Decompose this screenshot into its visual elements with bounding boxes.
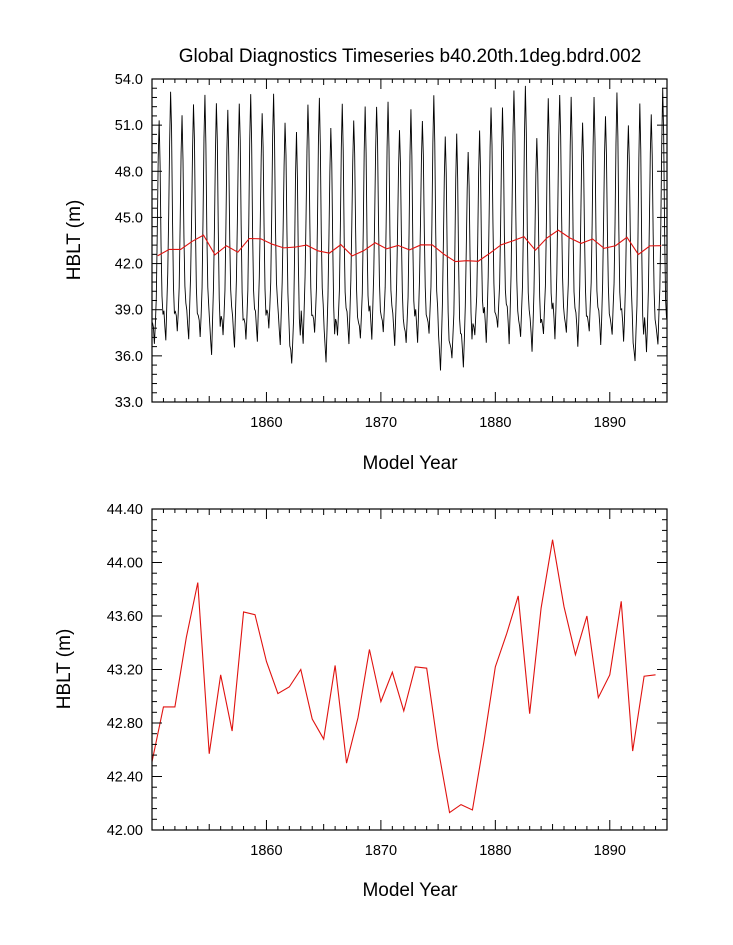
top-plot-frame — [151, 78, 668, 403]
annual-mean-series-line — [157, 229, 662, 263]
bottom-x-axis-label: Model Year — [362, 880, 458, 901]
x-tick-label: 1880 — [479, 415, 511, 431]
panel-top-chart: Global Diagnostics Timeseries b40.20th.1… — [64, 46, 668, 474]
x-tick-label: 1870 — [365, 415, 397, 431]
panel-bottom-chart: 1860 1870 1880 1890 42.00 42.40 42.80 43.20 43.6… — [54, 502, 668, 901]
y-tick-label: 42.40 — [107, 770, 143, 786]
x-tick-label: 1860 — [250, 415, 282, 431]
top-series-group — [152, 85, 667, 371]
y-tick-label: 48.0 — [115, 164, 143, 180]
y-tick-label: 39.0 — [115, 303, 143, 319]
y-tick-label: 44.00 — [107, 556, 143, 572]
bottom-plot-frame — [151, 508, 668, 831]
y-tick-label: 43.60 — [107, 609, 143, 625]
y-tick-label: 54.0 — [115, 72, 143, 88]
y-tick-label: 45.0 — [115, 210, 143, 226]
y-tick-label: 42.00 — [107, 823, 143, 839]
x-tick-label: 1860 — [250, 843, 282, 859]
y-tick-label: 36.0 — [115, 349, 143, 365]
x-tick-label: 1870 — [365, 843, 397, 859]
y-tick-label: 43.20 — [107, 663, 143, 679]
bottom-series-group — [151, 539, 656, 814]
x-tick-label: 1890 — [594, 415, 626, 431]
y-tick-label: 42.0 — [115, 257, 143, 273]
x-tick-label: 1890 — [594, 843, 626, 859]
bottom-ticks-group: 1860 1870 1880 1890 42.00 42.40 42.80 43.20 43.6… — [107, 502, 668, 859]
top-y-axis-label: HBLT (m) — [64, 200, 85, 281]
y-tick-label: 51.0 — [115, 118, 143, 134]
y-tick-label: 42.80 — [107, 716, 143, 732]
x-tick-label: 1880 — [479, 843, 511, 859]
monthly-series-line — [152, 85, 667, 371]
bottom-y-axis-label: HBLT (m) — [54, 629, 75, 710]
chart-title: Global Diagnostics Timeseries b40.20th.1… — [179, 46, 642, 67]
top-ticks-group: 1860 1870 1880 1890 33.0 36.0 39.0 42.0 45.0 48.0… — [115, 72, 668, 431]
y-tick-label: 44.40 — [107, 502, 143, 518]
y-tick-label: 33.0 — [115, 395, 143, 411]
top-x-axis-label: Model Year — [362, 453, 458, 474]
annual-mean-series-line — [151, 539, 656, 814]
